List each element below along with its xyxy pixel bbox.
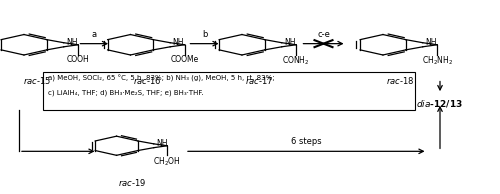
Text: COOH: COOH [67,55,90,64]
Text: c) LiAlH₄, THF; d) BH₃·Me₂S, THF; e) BH₃·THF.: c) LiAlH₄, THF; d) BH₃·Me₂S, THF; e) BH₃… [48,90,204,96]
Text: COOMe: COOMe [170,55,199,64]
Text: $\mathit{rac}$-19: $\mathit{rac}$-19 [118,177,146,188]
Text: $\mathit{rac}$-17: $\mathit{rac}$-17 [245,75,273,86]
Text: c-e: c-e [317,30,330,39]
Text: a: a [92,30,97,39]
Text: NH: NH [156,139,168,148]
Text: $\mathit{dia}$-12/13: $\mathit{dia}$-12/13 [416,98,464,109]
Text: CH$_2$OH: CH$_2$OH [154,155,181,168]
Text: NH: NH [172,38,184,47]
Text: NH: NH [284,38,296,47]
Text: CH$_2$NH$_2$: CH$_2$NH$_2$ [422,55,452,68]
Text: NH: NH [425,38,436,47]
Text: a) MeOH, SOCl₂, 65 °C, 5 h, 83%; b) NH₃ (g), MeOH, 5 h, rt, 83%;: a) MeOH, SOCl₂, 65 °C, 5 h, 83%; b) NH₃ … [48,75,275,82]
Text: 6 steps: 6 steps [291,137,322,146]
Bar [42,72,415,110]
Text: $\mathit{rac}$-18: $\mathit{rac}$-18 [386,75,414,86]
Text: $\mathit{rac}$-16: $\mathit{rac}$-16 [134,75,162,86]
Text: CONH$_2$: CONH$_2$ [282,55,310,68]
Text: NH: NH [66,38,78,47]
Text: $\mathit{rac}$-15: $\mathit{rac}$-15 [24,75,52,86]
Text: b: b [202,30,207,39]
